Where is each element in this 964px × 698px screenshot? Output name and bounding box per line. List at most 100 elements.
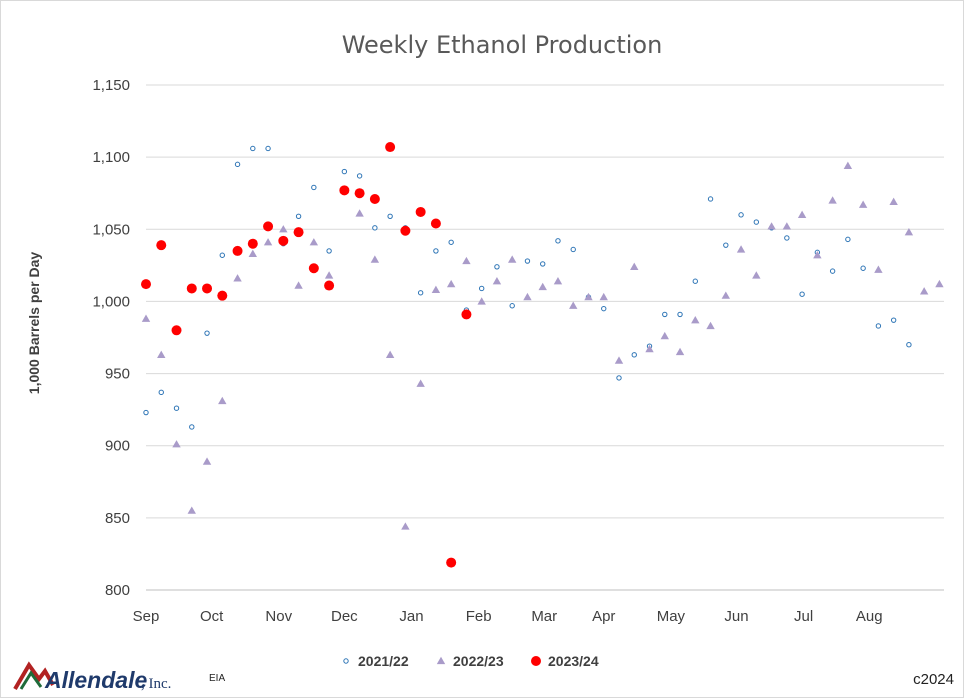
legend-marker (436, 656, 446, 665)
data-point (828, 196, 837, 204)
logo-leaf-icon (19, 670, 43, 690)
data-point (294, 281, 303, 289)
y-axis-label: 1,000 Barrels per Day (26, 252, 42, 395)
x-tick-label: Dec (331, 608, 358, 625)
data-point (462, 256, 471, 265)
data-point (189, 424, 195, 430)
data-point (417, 290, 424, 296)
data-point (509, 303, 515, 309)
data-point (141, 279, 151, 290)
x-tick-label: Jun (724, 608, 748, 625)
logo-suffix: , Inc. (141, 676, 171, 692)
y-tick-label: 1,000 (92, 293, 130, 310)
x-tick-label: May (657, 608, 686, 625)
plot-area (141, 142, 944, 568)
data-point (265, 145, 271, 152)
data-point (492, 277, 502, 285)
data-point (845, 236, 851, 243)
data-point (919, 287, 929, 295)
data-point (401, 522, 410, 530)
data-point (494, 264, 500, 270)
legend-label: 2023/24 (548, 653, 599, 669)
data-point (448, 239, 454, 245)
data-point (295, 213, 302, 220)
data-point (584, 292, 593, 301)
series-0 (143, 145, 912, 430)
data-point (478, 285, 485, 292)
legend-marker (343, 658, 349, 664)
data-point (204, 330, 210, 336)
x-tick-label: Mar (531, 608, 557, 625)
data-point (416, 379, 425, 387)
data-point (767, 222, 776, 230)
data-point (692, 278, 698, 284)
data-point (308, 263, 319, 274)
data-point (263, 238, 273, 246)
y-tick-label: 1,150 (92, 77, 130, 94)
data-point (355, 209, 364, 217)
series-1 (141, 161, 944, 530)
data-point (293, 227, 304, 238)
data-point (446, 279, 456, 288)
x-tick-label: Nov (265, 608, 292, 625)
data-point (415, 206, 426, 217)
data-point (843, 161, 853, 169)
series-2 (141, 142, 472, 568)
copyright-note: c2024 (913, 671, 954, 688)
data-point (324, 280, 335, 291)
data-point (904, 227, 914, 236)
x-tick-label: Jan (399, 608, 423, 625)
data-point (309, 238, 319, 246)
data-point (569, 301, 578, 309)
data-point (156, 240, 167, 251)
data-point (187, 506, 196, 514)
data-point (601, 305, 607, 312)
y-tick-label: 1,100 (92, 149, 130, 166)
data-point (158, 389, 164, 396)
data-point (400, 225, 411, 236)
data-point (553, 277, 563, 285)
data-point (799, 291, 805, 297)
data-point (675, 347, 685, 356)
data-point (385, 350, 395, 358)
data-point (143, 409, 149, 416)
data-point (935, 279, 944, 288)
data-point (431, 285, 441, 294)
data-point (599, 292, 608, 301)
data-point (707, 196, 714, 202)
data-point (858, 200, 868, 208)
logo-mountain-icon (13, 661, 55, 691)
data-point (234, 161, 241, 168)
data-point (797, 210, 807, 219)
data-point (813, 251, 822, 259)
x-tick-label: Jul (794, 608, 813, 625)
data-point (354, 188, 365, 199)
y-axis-ticks: 800 850 900 950 1,000 1,050 1,100 1,150 (92, 77, 130, 599)
data-point (752, 271, 761, 279)
data-point (540, 261, 546, 267)
data-point (279, 225, 288, 233)
data-point (662, 311, 668, 318)
data-point (202, 283, 213, 294)
data-point (233, 274, 242, 282)
data-point (217, 290, 228, 301)
data-point (172, 440, 181, 448)
y-tick-label: 900 (105, 438, 130, 455)
data-point (369, 193, 380, 204)
data-point (538, 282, 547, 291)
data-point (784, 235, 790, 241)
data-point (171, 325, 182, 336)
data-point (782, 222, 792, 230)
data-point (326, 248, 332, 254)
data-point (247, 238, 258, 249)
data-point (385, 142, 396, 153)
data-point (341, 168, 348, 175)
allendale-logo: Allendale , Inc. (13, 661, 171, 693)
data-point (232, 245, 243, 256)
legend-marker (531, 656, 541, 666)
legend-label: 2022/23 (453, 653, 504, 669)
x-tick-label: Aug (856, 608, 883, 625)
data-point (890, 317, 897, 323)
x-tick-label: Feb (466, 608, 492, 625)
